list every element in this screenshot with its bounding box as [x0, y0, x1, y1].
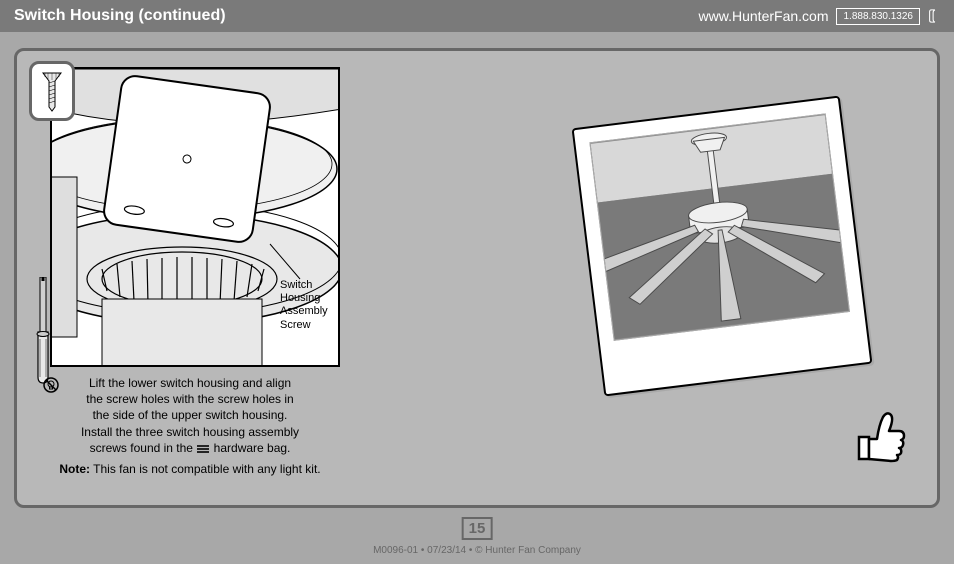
instruction-panel: Switch Housing Assembly Screw Lift the l…: [35, 67, 355, 476]
header-contact: www.HunterFan.com 1.888.830.1326: [699, 8, 940, 25]
phone-number: 1.888.830.1326: [843, 11, 913, 22]
screw-callout-box: [29, 61, 75, 121]
footer-text: M0096-01 • 07/23/14 • © Hunter Fan Compa…: [0, 545, 954, 556]
phone-icon: [928, 9, 940, 23]
page-number: 15: [462, 517, 493, 540]
no-light-icon: [43, 377, 59, 393]
screwdriver-icon: [33, 277, 53, 387]
thumbs-up-icon: [849, 407, 907, 465]
hardware-bag-icon: [196, 444, 210, 454]
instruction-text: Lift the lower switch housing and align …: [35, 375, 345, 456]
callout-label: Switch Housing Assembly Screw: [280, 279, 330, 332]
note-text: Note: This fan is not compatible with an…: [35, 462, 345, 476]
polaroid-image: [589, 113, 850, 341]
page-header: Switch Housing (continued) www.HunterFan…: [0, 0, 954, 32]
screw-icon: [41, 69, 63, 113]
website-url: www.HunterFan.com: [699, 8, 829, 24]
phone-box: 1.888.830.1326: [836, 8, 920, 25]
ceiling-fan-illustration: [590, 114, 848, 339]
content-frame: Switch Housing Assembly Screw Lift the l…: [14, 48, 940, 508]
page-title: Switch Housing (continued): [14, 7, 699, 25]
assembly-diagram: Switch Housing Assembly Screw: [50, 67, 340, 367]
result-polaroid: [572, 96, 873, 397]
